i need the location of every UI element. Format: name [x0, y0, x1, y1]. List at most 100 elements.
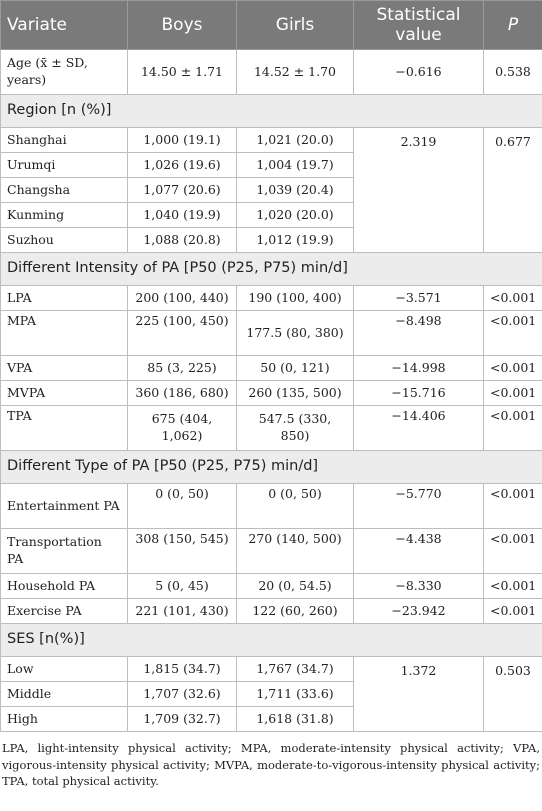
- row-boys: 360 (186, 680): [127, 380, 237, 406]
- row-girls: 50 (0, 121): [236, 355, 354, 381]
- table-row: High 1,709 (32.7) 1,618 (31.8): [0, 706, 542, 732]
- row-label: Exercise PA: [0, 598, 128, 624]
- row-p: <0.001: [483, 528, 542, 574]
- row-boys: 1,077 (20.6): [127, 177, 237, 203]
- characteristics-table: Variate Boys Girls Statistical value P A…: [0, 0, 542, 732]
- row-boys: 308 (150, 545): [127, 528, 237, 574]
- ses-stat: 1.372: [353, 656, 484, 732]
- table-row: MVPA 360 (186, 680) 260 (135, 500) −15.7…: [0, 380, 542, 406]
- row-label: LPA: [0, 285, 128, 311]
- section-title: Different Type of PA [P50 (P25, P75) min…: [0, 450, 542, 484]
- header-p: P: [483, 0, 542, 50]
- row-stat: −5.770: [353, 483, 484, 529]
- row-boys: 1,026 (19.6): [127, 152, 237, 178]
- region-stat: 2.319: [353, 127, 484, 253]
- row-label: Household PA: [0, 573, 128, 599]
- section-title: SES [n(%)]: [0, 623, 542, 657]
- age-p: 0.538: [483, 49, 542, 95]
- row-label: MPA: [0, 310, 128, 356]
- row-p: <0.001: [483, 380, 542, 406]
- row-p: <0.001: [483, 285, 542, 311]
- row-label: Entertainment PA: [0, 483, 128, 529]
- row-label: High: [0, 706, 128, 732]
- table-row-age: Age (x̄ ± SD, years) 14.50 ± 1.71 14.52 …: [0, 49, 542, 95]
- row-boys: 1,088 (20.8): [127, 227, 237, 253]
- row-boys: 1,000 (19.1): [127, 127, 237, 153]
- row-boys: 200 (100, 440): [127, 285, 237, 311]
- row-girls: 177.5 (80, 380): [236, 310, 354, 356]
- section-ses: SES [n(%)]: [0, 623, 542, 657]
- table-row: Low 1,815 (34.7) 1,767 (34.7) 1.372 0.50…: [0, 656, 542, 732]
- row-boys: 0 (0, 50): [127, 483, 237, 529]
- row-label: VPA: [0, 355, 128, 381]
- table-row: Middle 1,707 (32.6) 1,711 (33.6): [0, 681, 542, 707]
- table-row: Shanghai 1,000 (19.1) 1,021 (20.0) 2.319…: [0, 127, 542, 253]
- table-row: VPA 85 (3, 225) 50 (0, 121) −14.998 <0.0…: [0, 355, 542, 381]
- header-boys: Boys: [127, 0, 237, 50]
- row-girls: 1,004 (19.7): [236, 152, 354, 178]
- row-girls: 0 (0, 50): [236, 483, 354, 529]
- table-row: Kunming 1,040 (19.9) 1,020 (20.0): [0, 202, 542, 228]
- row-girls: 270 (140, 500): [236, 528, 354, 574]
- row-girls: 1,020 (20.0): [236, 202, 354, 228]
- row-stat: −14.998: [353, 355, 484, 381]
- ses-p: 0.503: [483, 656, 542, 732]
- section-title: Different Intensity of PA [P50 (P25, P75…: [0, 252, 542, 286]
- row-stat: −8.330: [353, 573, 484, 599]
- row-girls: 20 (0, 54.5): [236, 573, 354, 599]
- row-girls: 1,021 (20.0): [236, 127, 354, 153]
- row-stat: −15.716: [353, 380, 484, 406]
- row-label: Kunming: [0, 202, 128, 228]
- table-row: Urumqi 1,026 (19.6) 1,004 (19.7): [0, 152, 542, 178]
- row-p: <0.001: [483, 483, 542, 529]
- table-row: Changsha 1,077 (20.6) 1,039 (20.4): [0, 177, 542, 203]
- row-girls: 1,039 (20.4): [236, 177, 354, 203]
- row-girls: 122 (60, 260): [236, 598, 354, 624]
- age-girls: 14.52 ± 1.70: [236, 49, 354, 95]
- row-stat: −23.942: [353, 598, 484, 624]
- table-row: Suzhou 1,088 (20.8) 1,012 (19.9): [0, 227, 542, 253]
- row-label: Transportation PA: [0, 528, 128, 574]
- table-row: Entertainment PA 0 (0, 50) 0 (0, 50) −5.…: [0, 483, 542, 529]
- row-boys: 5 (0, 45): [127, 573, 237, 599]
- section-region: Region [n (%)]: [0, 94, 542, 128]
- table-row: MPA 225 (100, 450) 177.5 (80, 380) −8.49…: [0, 310, 542, 356]
- row-girls: 260 (135, 500): [236, 380, 354, 406]
- row-p: <0.001: [483, 310, 542, 356]
- table-row: LPA 200 (100, 440) 190 (100, 400) −3.571…: [0, 285, 542, 311]
- section-title: Region [n (%)]: [0, 94, 542, 128]
- row-boys: 221 (101, 430): [127, 598, 237, 624]
- row-girls: 1,618 (31.8): [236, 706, 354, 732]
- row-label: Suzhou: [0, 227, 128, 253]
- row-stat: −3.571: [353, 285, 484, 311]
- age-stat: −0.616: [353, 49, 484, 95]
- age-boys: 14.50 ± 1.71: [127, 49, 237, 95]
- row-boys: 225 (100, 450): [127, 310, 237, 356]
- row-p: <0.001: [483, 573, 542, 599]
- row-boys: 1,707 (32.6): [127, 681, 237, 707]
- row-girls: 190 (100, 400): [236, 285, 354, 311]
- row-label: Low: [0, 656, 128, 682]
- row-boys: 1,709 (32.7): [127, 706, 237, 732]
- row-label: Middle: [0, 681, 128, 707]
- row-boys: 1,815 (34.7): [127, 656, 237, 682]
- region-p: 0.677: [483, 127, 542, 253]
- section-type: Different Type of PA [P50 (P25, P75) min…: [0, 450, 542, 484]
- row-stat: −8.498: [353, 310, 484, 356]
- row-girls: 1,012 (19.9): [236, 227, 354, 253]
- row-label: Changsha: [0, 177, 128, 203]
- table-footnote: LPA, light-intensity physical activity; …: [2, 741, 540, 789]
- row-boys: 1,040 (19.9): [127, 202, 237, 228]
- row-label: Shanghai: [0, 127, 128, 153]
- header-row: Variate Boys Girls Statistical value P: [0, 0, 542, 50]
- row-boys: 675 (404, 1,062): [127, 405, 237, 451]
- row-girls: 547.5 (330, 850): [236, 405, 354, 451]
- row-p: <0.001: [483, 355, 542, 381]
- row-label: TPA: [0, 405, 128, 451]
- row-girls: 1,767 (34.7): [236, 656, 354, 682]
- header-variate: Variate: [0, 0, 128, 50]
- section-intensity: Different Intensity of PA [P50 (P25, P75…: [0, 252, 542, 286]
- age-label: Age (x̄ ± SD, years): [0, 49, 128, 95]
- row-stat: −4.438: [353, 528, 484, 574]
- row-stat: −14.406: [353, 405, 484, 451]
